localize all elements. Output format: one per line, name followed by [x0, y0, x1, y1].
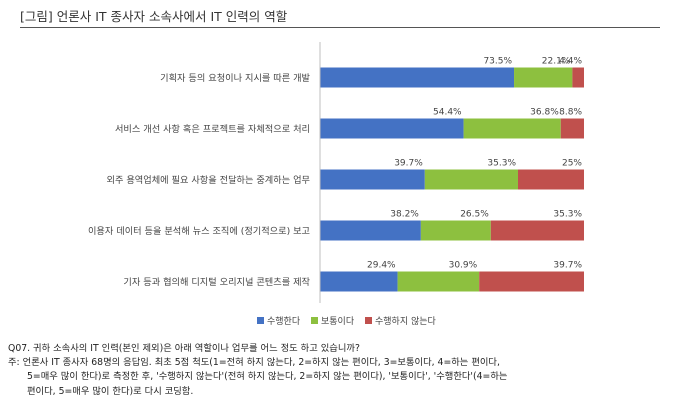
bar-segment: [320, 220, 421, 241]
footnotes: Q07. 귀하 소속사의 IT 인력(본인 제외)은 아래 역할이나 업무를 어…: [8, 342, 672, 399]
legend-swatch: [311, 317, 318, 324]
data-label: 39.7%: [553, 261, 582, 271]
data-label: 54.4%: [433, 108, 462, 118]
legend-swatch: [257, 317, 264, 324]
data-label: 25%: [562, 159, 582, 169]
bar-segment: [479, 271, 584, 292]
category-label: 외주 용역업체에 필요 사항을 전달하는 중계하는 업무: [107, 174, 310, 186]
bar-segment: [572, 67, 584, 88]
bar-segment: [490, 220, 584, 241]
data-label: 4.4%: [559, 57, 582, 67]
category-label: 기획자 등의 요청이나 지시를 따른 개발: [160, 72, 310, 84]
data-label: 36.8%: [530, 108, 559, 118]
legend-swatch: [365, 317, 372, 324]
legend-label: 수행하지 않는다: [375, 315, 437, 327]
category-label: 이용자 데이터 등을 분석해 뉴스 조직에 (정기적으로) 보고: [88, 225, 310, 237]
survey-question: Q07. 귀하 소속사의 IT 인력(본인 제외)은 아래 역할이나 업무를 어…: [8, 343, 360, 354]
bar-segment: [560, 118, 584, 139]
data-label: 8.8%: [559, 108, 582, 118]
bar-segment: [420, 220, 491, 241]
note-line-1: 주: 언론사 IT 종사자 68명의 응답임. 최초 5점 척도(1=전혀 하지…: [8, 357, 500, 369]
data-label: 39.7%: [394, 159, 423, 169]
legend-label: 보통이다: [321, 316, 355, 327]
bar-segment: [320, 169, 425, 190]
category-label: 서비스 개선 사항 혹은 프로젝트를 자체적으로 처리: [115, 123, 310, 135]
bar-segment: [320, 271, 398, 292]
data-label: 73.5%: [483, 57, 512, 67]
bar-segment: [424, 169, 518, 190]
bar-segment: [320, 118, 464, 139]
title-divider: [20, 27, 660, 28]
bar-segment: [320, 67, 515, 88]
data-label: 38.2%: [390, 210, 419, 220]
bar-segment: [518, 169, 584, 190]
data-label: 26.5%: [460, 210, 489, 220]
category-label: 기자 등과 협의해 디지털 오리지널 콘텐츠를 제작: [123, 276, 310, 288]
stacked-bar-chart: 기획자 등의 요청이나 지시를 따른 개발 73.5% 22.1%4.4% 서비스 개…: [88, 42, 584, 327]
data-label: 29.4%: [367, 261, 396, 271]
data-label: 22.1%: [542, 57, 571, 67]
bar-segment: [463, 118, 561, 139]
data-label: 35.3%: [487, 159, 516, 169]
data-label: 35.3%: [553, 210, 582, 220]
bar-segment: [397, 271, 480, 292]
bar-segment: [514, 67, 573, 88]
legend-label: 수행한다: [267, 315, 301, 327]
figure-title: [그림] 언론사 IT 종사자 소속사에서 IT 인력의 역할: [20, 9, 288, 24]
data-label: 30.9%: [449, 261, 478, 271]
note-line-2: 5=매우 많이 한다)로 측정한 후, '수행하지 않는다'(전혀 하지 않는다…: [27, 371, 508, 383]
note-line-3: 편이다, 5=매우 많이 한다)로 다시 코딩함.: [27, 385, 194, 397]
